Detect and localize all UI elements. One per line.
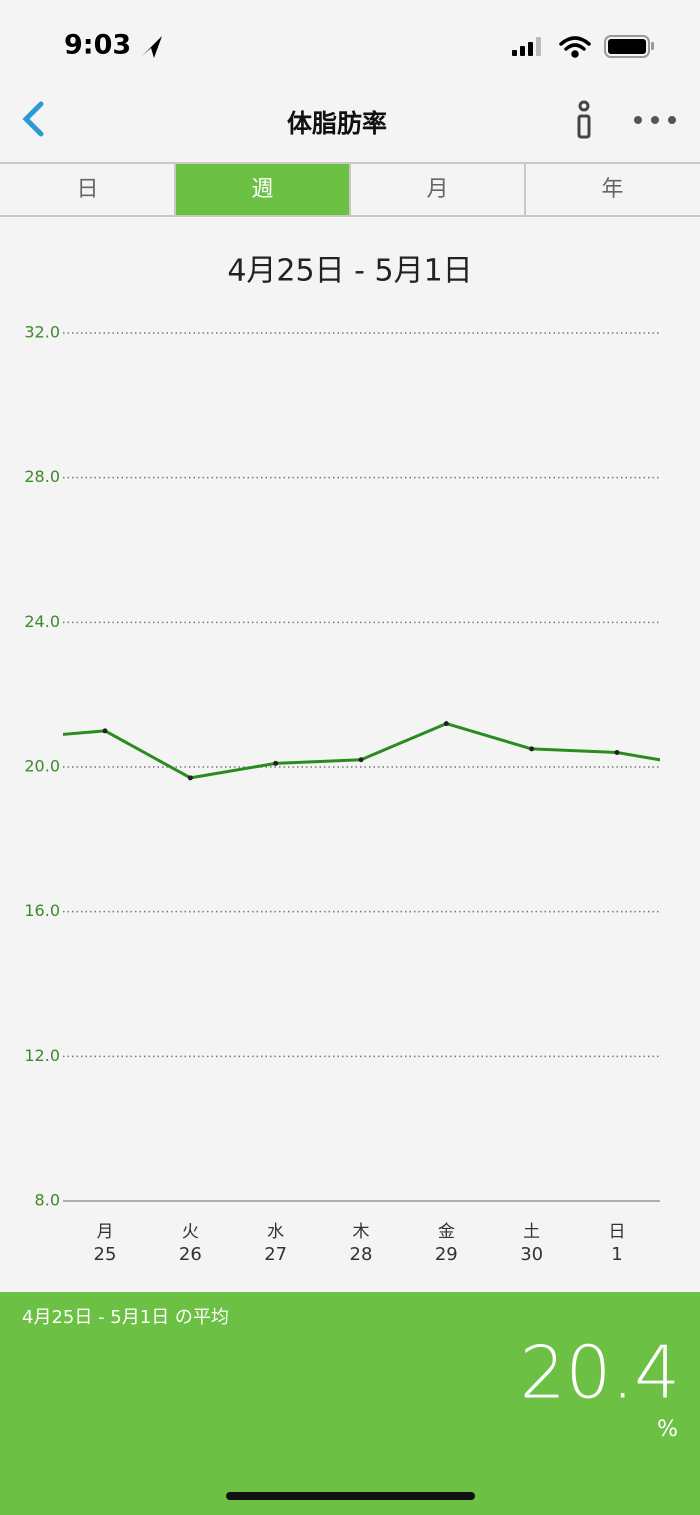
x-tick-day: 29 xyxy=(435,1244,458,1265)
x-tick-label: 日 xyxy=(608,1222,625,1242)
point xyxy=(187,775,193,781)
date-range: 4月25日 - 5月1日 xyxy=(227,254,472,289)
y-tick-label: 28.0 xyxy=(24,467,60,486)
back-button[interactable] xyxy=(22,101,44,137)
battery-icon xyxy=(604,35,654,58)
home-indicator xyxy=(226,1492,475,1500)
summary-unit: % xyxy=(657,1417,678,1442)
y-tick-label: 8.0 xyxy=(35,1191,60,1210)
x-tick-day: 25 xyxy=(94,1244,117,1265)
tab-bar: 日週月年 xyxy=(0,162,700,217)
x-tick-day: 28 xyxy=(350,1244,373,1265)
location-icon xyxy=(142,36,162,58)
y-tick-label: 12.0 xyxy=(24,1046,60,1065)
signal-icon xyxy=(512,37,541,56)
x-tick-label: 水 xyxy=(267,1222,284,1242)
more-button[interactable] xyxy=(634,116,676,124)
y-tick-label: 16.0 xyxy=(24,901,60,920)
x-tick-day: 1 xyxy=(611,1244,622,1265)
nav-title: 体脂肪率 xyxy=(287,109,387,138)
y-tick-label: 20.0 xyxy=(24,757,60,776)
y-tick-label: 24.0 xyxy=(24,612,60,631)
tab[interactable]: 月 xyxy=(426,177,448,202)
point xyxy=(102,728,108,734)
x-tick-label: 土 xyxy=(523,1222,540,1242)
info-button[interactable] xyxy=(577,100,591,139)
x-tick-label: 月 xyxy=(97,1222,114,1242)
line-edge xyxy=(63,729,106,736)
chart: 8.0 12.0 16.0 20.0 24.0 28.0 32.0 月25 火26 水27 木28 金… xyxy=(24,323,660,1265)
tab[interactable]: 年 xyxy=(601,177,623,202)
line-edge xyxy=(616,751,660,762)
summary-label: 4月25日 - 5月1日 の平均 xyxy=(22,1307,229,1328)
tab[interactable]: 日 xyxy=(76,177,98,202)
x-tick-day: 30 xyxy=(520,1244,543,1265)
point xyxy=(273,760,279,766)
x-tick-day: 27 xyxy=(264,1244,287,1265)
status-time: 9:03 xyxy=(64,30,131,61)
point xyxy=(358,757,364,763)
point xyxy=(443,721,449,727)
tab-selected-bg xyxy=(175,164,350,215)
point xyxy=(614,750,620,756)
tab[interactable]: 週 xyxy=(251,177,273,202)
x-tick-label: 木 xyxy=(352,1222,369,1242)
summary-value: 20.4 xyxy=(520,1331,680,1415)
x-tick-label: 火 xyxy=(182,1222,199,1242)
y-tick-label: 32.0 xyxy=(24,323,60,342)
point xyxy=(529,746,535,752)
x-tick-day: 26 xyxy=(179,1244,202,1265)
wifi-icon xyxy=(559,36,591,58)
x-tick-label: 金 xyxy=(438,1222,455,1242)
summary-panel xyxy=(0,1292,700,1515)
